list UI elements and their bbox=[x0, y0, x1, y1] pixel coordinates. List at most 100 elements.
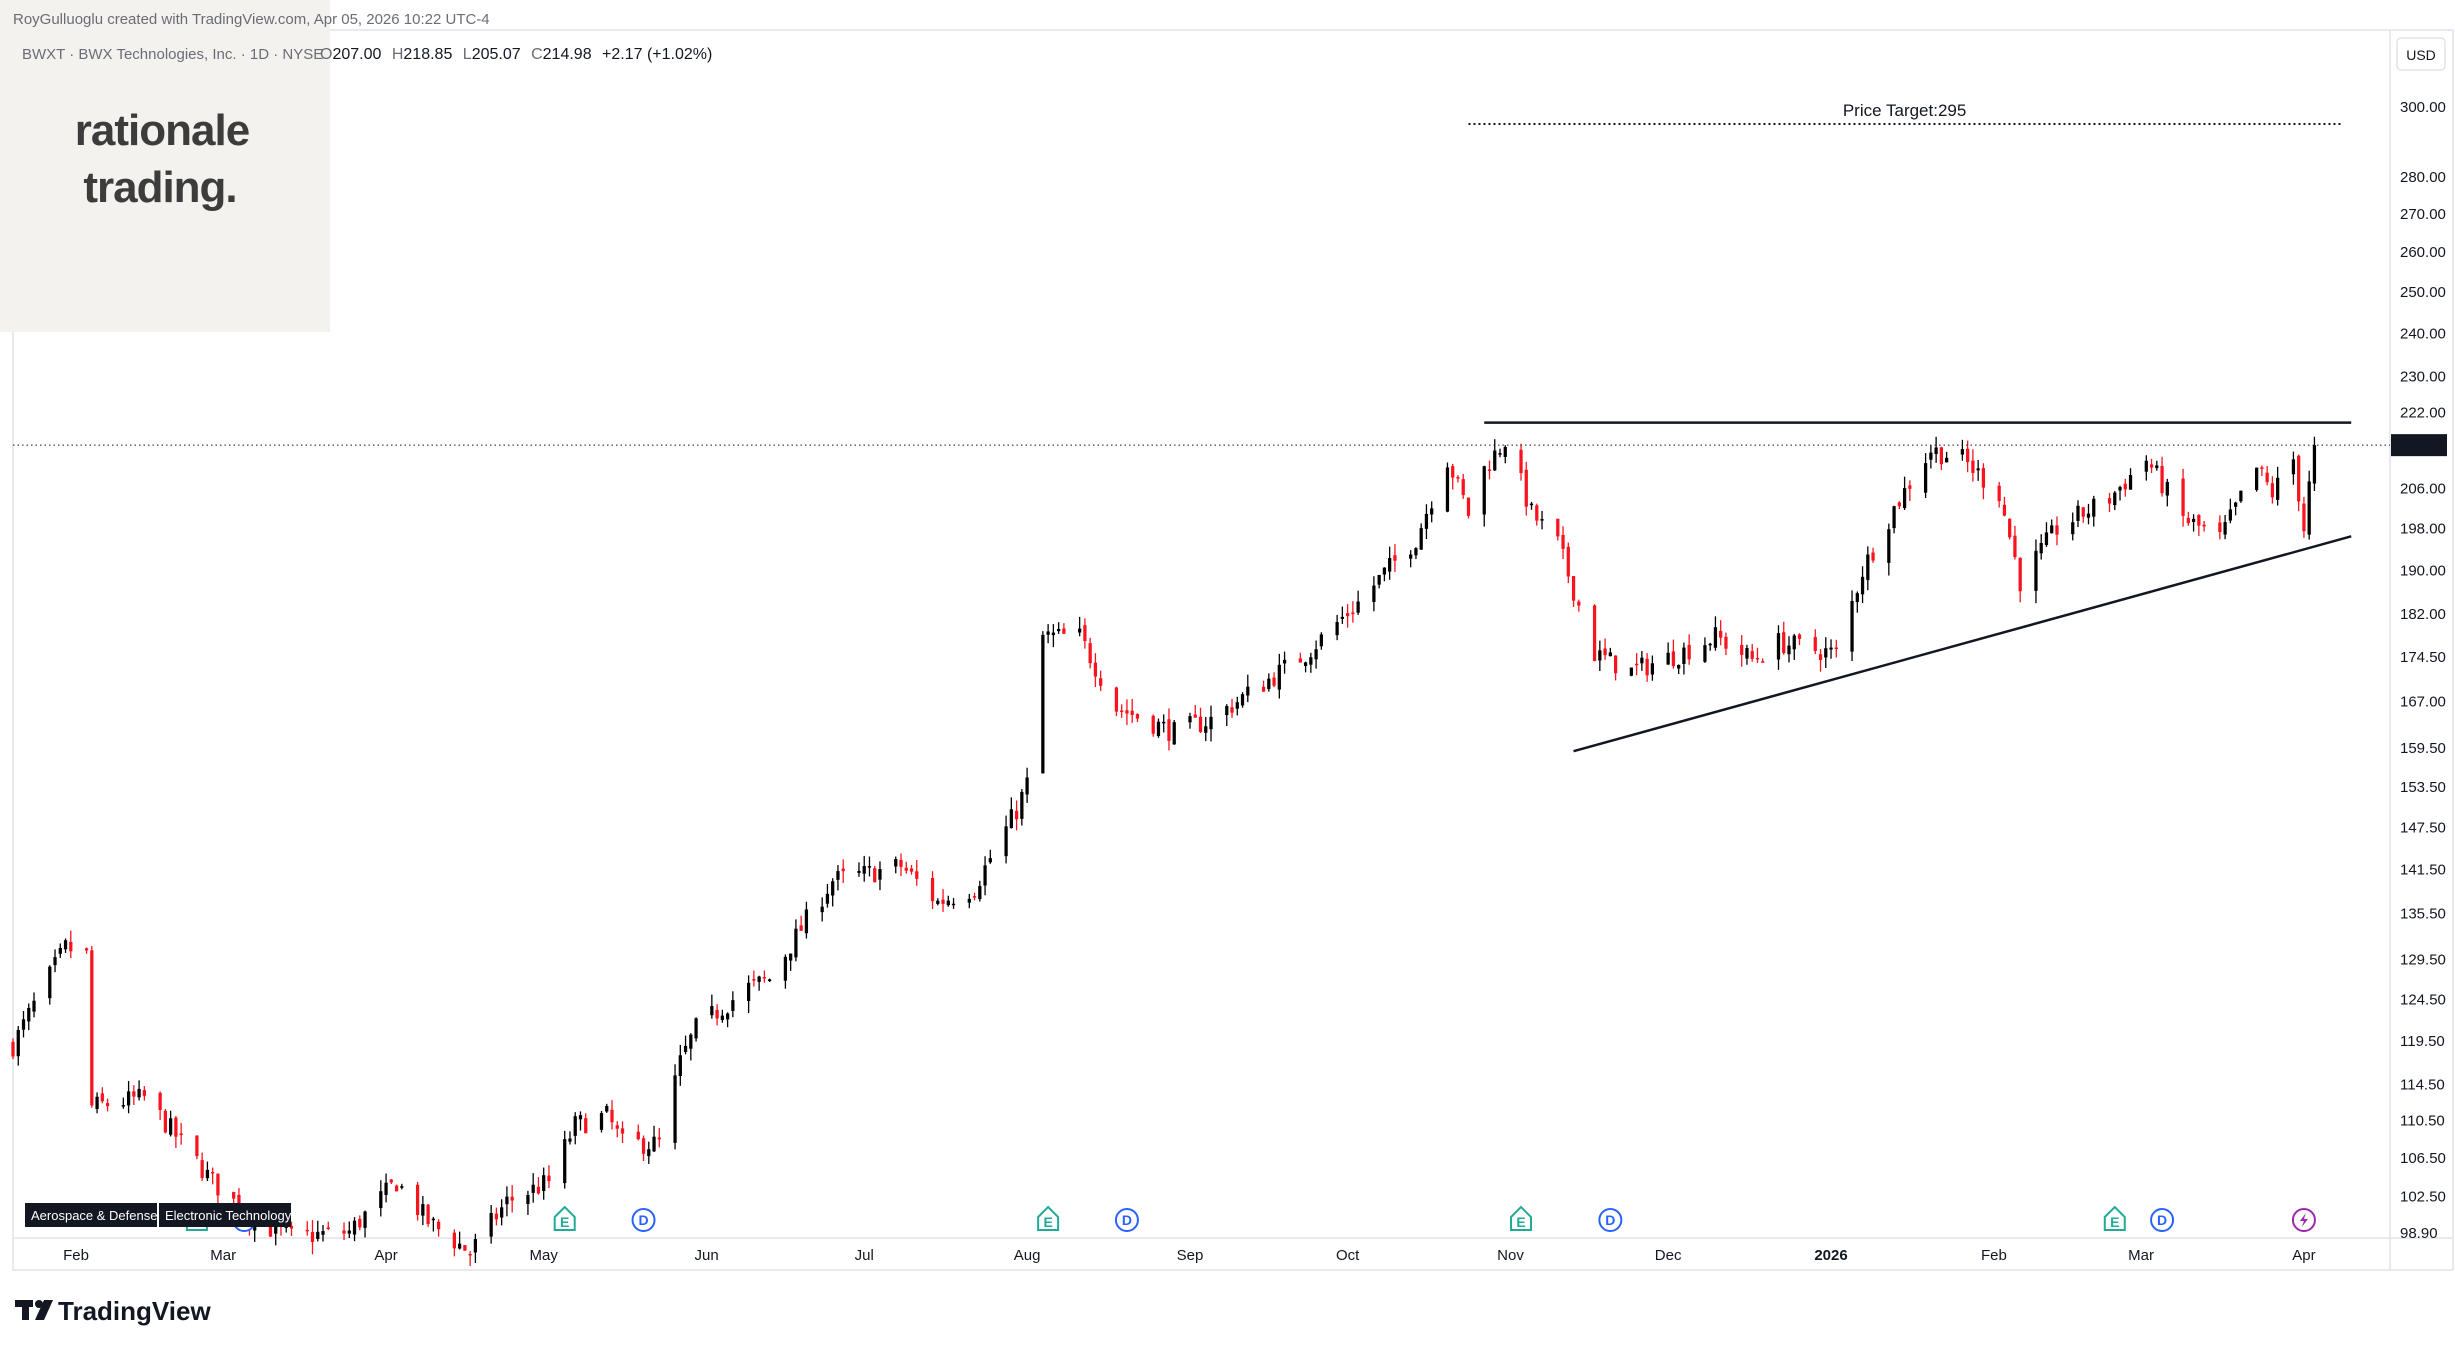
candle bbox=[2181, 468, 2185, 527]
candle bbox=[489, 1205, 493, 1244]
candle bbox=[1966, 440, 1970, 473]
open-label: O bbox=[320, 46, 332, 63]
candle bbox=[510, 1185, 514, 1213]
earnings-marker[interactable]: E bbox=[1037, 1205, 1060, 1231]
dividend-marker[interactable]: D bbox=[2150, 1208, 2175, 1232]
candle bbox=[1424, 504, 1429, 540]
candle bbox=[1057, 622, 1061, 634]
candle bbox=[2228, 498, 2232, 524]
earnings-marker-label: E bbox=[560, 1214, 569, 1230]
candle bbox=[53, 949, 57, 973]
price-tick-label: 119.50 bbox=[2400, 1033, 2445, 1050]
split-marker[interactable] bbox=[2291, 1208, 2316, 1232]
candle bbox=[468, 1251, 472, 1266]
earnings-marker[interactable]: E bbox=[2103, 1205, 2126, 1231]
time-tick-label: Oct bbox=[1336, 1247, 1360, 1264]
candle bbox=[1787, 636, 1791, 663]
candle bbox=[563, 1130, 567, 1189]
candle bbox=[2218, 515, 2222, 540]
candle bbox=[1897, 501, 1901, 510]
candle bbox=[2081, 506, 2085, 523]
support-line[interactable] bbox=[1573, 535, 2352, 753]
candle bbox=[205, 1161, 210, 1182]
high-value: 218.85 bbox=[403, 46, 452, 63]
price-tick-label: 147.50 bbox=[2400, 819, 2446, 836]
earnings-marker[interactable]: E bbox=[1510, 1205, 1533, 1231]
candle bbox=[1750, 644, 1754, 662]
candle bbox=[394, 1184, 399, 1192]
candle bbox=[1445, 462, 1450, 513]
candle bbox=[967, 893, 971, 909]
candle bbox=[1120, 704, 1124, 718]
candle bbox=[936, 898, 940, 906]
candle bbox=[1666, 642, 1670, 665]
price-tick-label: 240.00 bbox=[2400, 325, 2446, 342]
candle bbox=[1272, 672, 1276, 688]
earnings-marker-label: E bbox=[2110, 1214, 2119, 1230]
candle bbox=[599, 1111, 604, 1133]
sector-tag-1[interactable]: Aerospace & Defense bbox=[31, 1208, 157, 1223]
candle bbox=[1372, 576, 1376, 612]
time-axis[interactable]: Feb Mar Apr May Jun Jul Aug Sep Oct Nov Dec 2026 Feb… bbox=[63, 1247, 2315, 1264]
watermark-line1: rationale bbox=[75, 106, 249, 155]
time-tick-label: Aug bbox=[1014, 1247, 1041, 1264]
price-tick-label: 280.00 bbox=[2400, 169, 2446, 186]
time-tick-label: May bbox=[530, 1247, 559, 1264]
candle bbox=[1230, 698, 1234, 718]
candle bbox=[1939, 446, 1944, 471]
low-label: L bbox=[463, 46, 472, 63]
candle bbox=[1719, 620, 1723, 646]
candle bbox=[2233, 501, 2238, 516]
candle bbox=[2128, 468, 2133, 490]
dividend-marker[interactable]: D bbox=[1598, 1208, 1623, 1232]
earnings-marker-label: E bbox=[1516, 1214, 1525, 1230]
dividend-marker-label: D bbox=[1605, 1212, 1615, 1228]
candle bbox=[578, 1111, 583, 1131]
candle bbox=[641, 1135, 646, 1162]
earnings-marker[interactable]: E bbox=[553, 1205, 576, 1231]
sector-tag-2[interactable]: Electronic Technology bbox=[165, 1208, 292, 1223]
candle bbox=[673, 1064, 677, 1150]
tradingview-logo[interactable]: TradingView bbox=[15, 1296, 211, 1326]
price-tick-label: 270.00 bbox=[2400, 206, 2446, 223]
candle bbox=[2191, 514, 2196, 532]
candle bbox=[1335, 614, 1339, 641]
close-label: C bbox=[531, 46, 543, 63]
symbol-line[interactable]: BWXT · BWX Technologies, Inc. · 1D · NYS… bbox=[22, 46, 323, 63]
candle bbox=[1135, 713, 1140, 723]
candle bbox=[831, 878, 835, 907]
candle bbox=[573, 1112, 577, 1145]
candle bbox=[363, 1210, 367, 1238]
candle bbox=[1855, 591, 1859, 613]
candle bbox=[526, 1190, 530, 1215]
time-tick-label: Feb bbox=[1981, 1247, 2007, 1264]
candle bbox=[48, 965, 52, 1005]
candle bbox=[316, 1220, 320, 1242]
candle bbox=[326, 1221, 330, 1231]
candle bbox=[710, 994, 714, 1019]
candle bbox=[768, 978, 772, 983]
candle bbox=[1009, 797, 1013, 829]
dividend-marker[interactable]: D bbox=[1114, 1208, 1139, 1232]
time-tick-label: Apr bbox=[2292, 1247, 2315, 1264]
candle bbox=[1456, 475, 1460, 483]
candle bbox=[746, 975, 751, 1014]
candle bbox=[169, 1110, 173, 1137]
price-tick-label: 300.00 bbox=[2400, 99, 2446, 116]
dividend-marker[interactable]: D bbox=[631, 1208, 656, 1232]
price-tick-label: 260.00 bbox=[2400, 244, 2446, 261]
candle bbox=[1414, 547, 1418, 560]
candle bbox=[2160, 456, 2164, 497]
candle bbox=[1960, 439, 1965, 461]
price-tick-label: 102.50 bbox=[2400, 1189, 2446, 1206]
candle bbox=[1577, 599, 1581, 612]
price-tick-label: 141.50 bbox=[2400, 862, 2446, 879]
price-axis[interactable]: 300.00 280.00 270.00 260.00 250.00 240.00 230.… bbox=[2391, 99, 2447, 1242]
price-tick-label: 190.00 bbox=[2400, 562, 2446, 579]
candle bbox=[988, 849, 992, 864]
candle bbox=[16, 1025, 20, 1066]
candle bbox=[142, 1086, 146, 1101]
currency-button[interactable]: USD bbox=[2396, 37, 2446, 71]
dividend-marker-label: D bbox=[1122, 1212, 1132, 1228]
